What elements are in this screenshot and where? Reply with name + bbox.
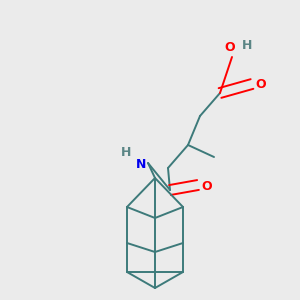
Text: O: O xyxy=(255,79,266,92)
Text: N: N xyxy=(136,158,146,170)
Text: H: H xyxy=(121,146,131,160)
Text: O: O xyxy=(225,41,235,54)
Text: H: H xyxy=(242,39,252,52)
Text: O: O xyxy=(201,179,211,193)
